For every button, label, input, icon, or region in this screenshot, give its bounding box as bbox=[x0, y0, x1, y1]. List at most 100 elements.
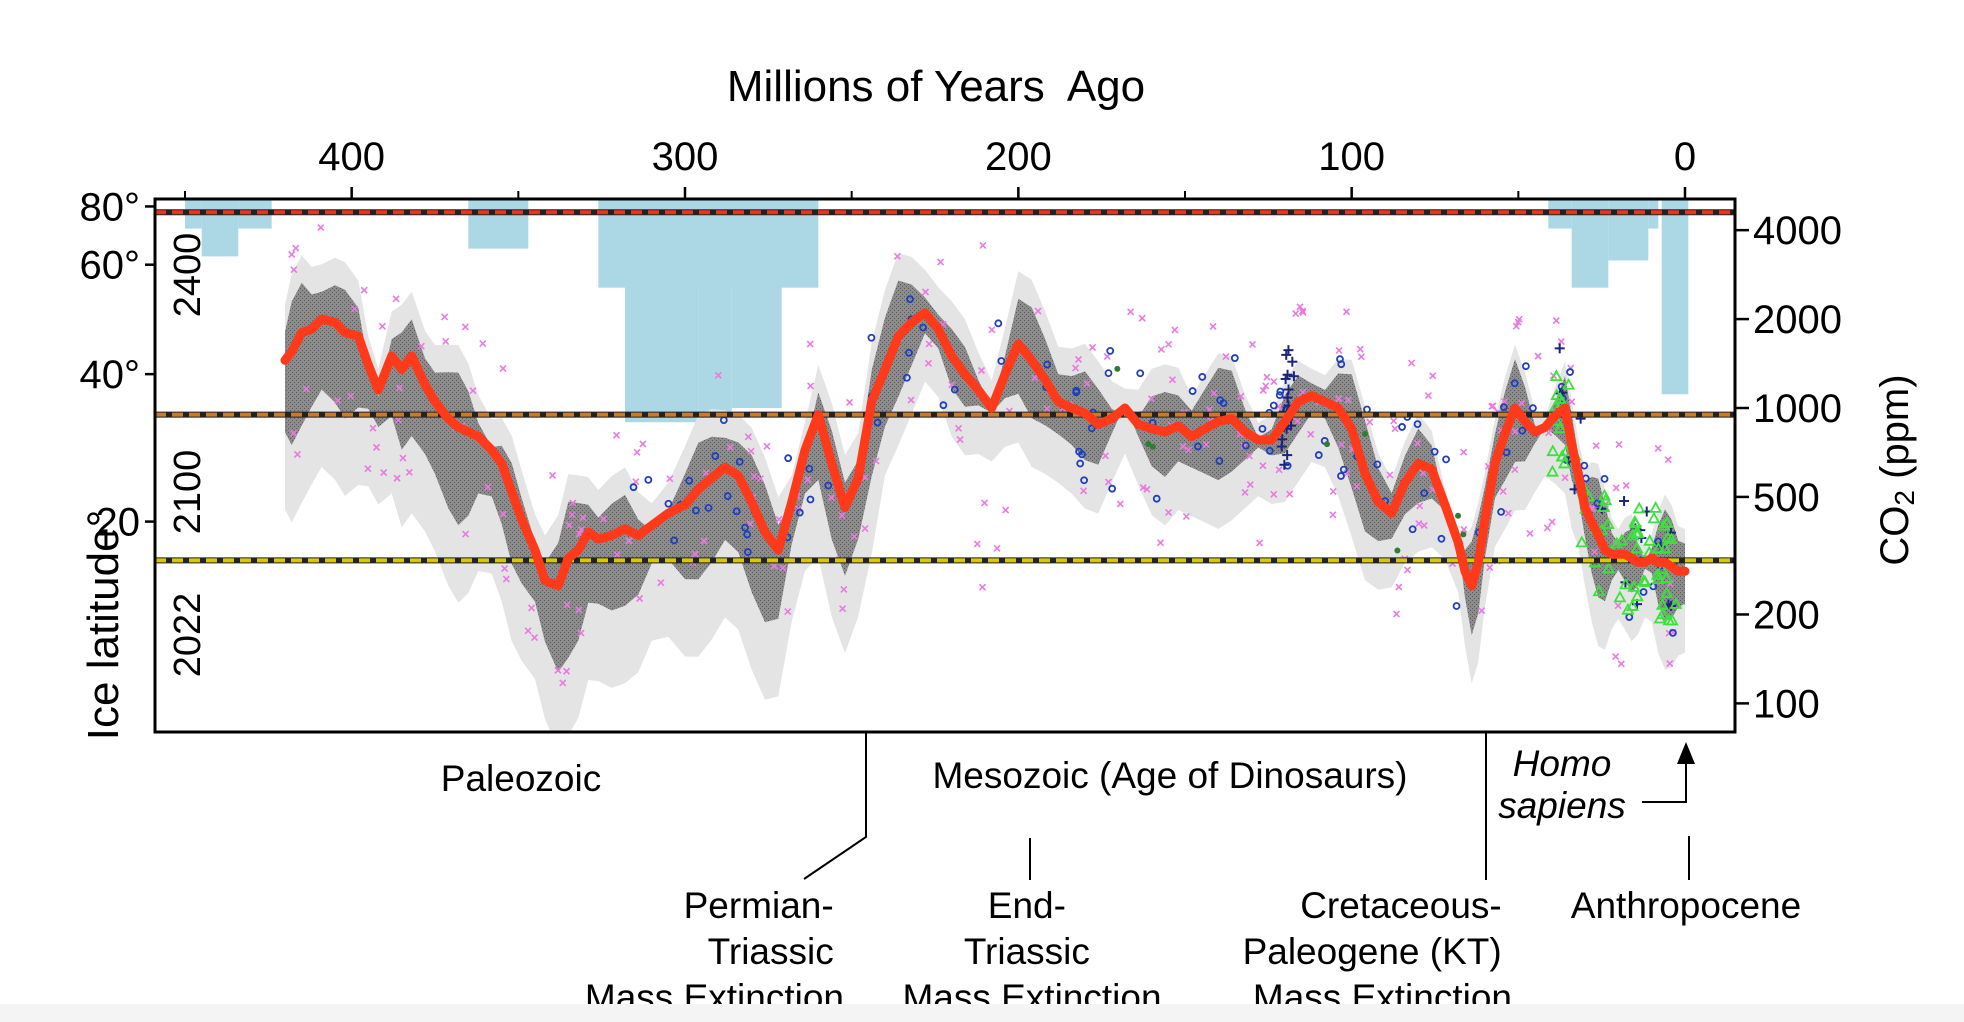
proxy-cross-marker bbox=[1338, 440, 1346, 449]
proxy-cross-marker bbox=[1552, 317, 1560, 325]
proxy-circle-marker bbox=[1373, 460, 1382, 469]
era-label-paleozoic: Paleozoic bbox=[441, 758, 601, 799]
proxy-cross-marker bbox=[1147, 395, 1155, 403]
proxy-cross-marker bbox=[289, 429, 298, 437]
cretaceous-paleogene-label: Cretaceous- Paleogene (KT) Mass Extincti… bbox=[1243, 885, 1512, 1004]
proxy-cross-marker bbox=[1179, 442, 1187, 450]
proxy-dot-marker bbox=[1362, 430, 1369, 437]
proxy-circle-marker bbox=[1269, 401, 1278, 410]
right-axis-label: CO2 (ppm) bbox=[1873, 374, 1920, 565]
proxy-cross-marker bbox=[441, 313, 449, 321]
proxy-cross-marker bbox=[1392, 610, 1401, 618]
era-label-mesozoic: Mesozoic (Age of Dinosaurs) bbox=[932, 755, 1407, 796]
proxy-triangle-marker bbox=[1669, 597, 1683, 609]
proxy-cross-marker bbox=[1259, 462, 1267, 470]
x-axis-tick-label: 0 bbox=[1674, 135, 1696, 179]
proxy-cross-marker bbox=[657, 579, 665, 587]
right-axis-label-tail: (ppm) bbox=[1873, 374, 1917, 490]
proxy-triangle-marker bbox=[1627, 580, 1641, 592]
proxy-cross-marker bbox=[779, 564, 787, 572]
proxy-circle-marker bbox=[1336, 355, 1344, 364]
proxy-triangle-marker bbox=[1555, 449, 1569, 462]
proxy-cross-marker bbox=[921, 288, 930, 296]
proxy-cross-marker bbox=[726, 443, 734, 451]
proxy-circle-marker bbox=[1188, 387, 1197, 395]
proxy-cross-marker bbox=[763, 442, 771, 450]
proxy-triangle-marker bbox=[1546, 444, 1560, 457]
proxy-circle-marker bbox=[806, 495, 815, 504]
proxy-cross-marker bbox=[804, 476, 812, 484]
proxy-cross-marker bbox=[1499, 487, 1507, 495]
proxy-cross-marker bbox=[1486, 563, 1494, 572]
proxy-circle-marker bbox=[1215, 457, 1224, 465]
proxy-triangle-marker bbox=[1557, 456, 1571, 469]
proxy-circle-marker bbox=[629, 483, 638, 492]
proxy-cross-marker bbox=[850, 532, 858, 541]
proxy-cross-marker bbox=[1395, 583, 1403, 591]
right-axis-ticks: 4000 2000 1000 500 200 100 bbox=[1735, 209, 1842, 726]
proxy-circle-marker bbox=[1216, 396, 1225, 405]
proxy-cross-marker bbox=[956, 436, 964, 444]
proxy-cross-marker bbox=[924, 359, 933, 367]
proxy-cross-marker bbox=[1386, 471, 1394, 479]
proxy-circle-marker bbox=[1442, 455, 1450, 464]
end-triassic-label: End- Triassic Mass Extinction bbox=[902, 885, 1161, 1004]
proxy-cross-marker bbox=[1080, 487, 1088, 495]
x-axis-tick-label: 300 bbox=[652, 135, 719, 179]
proxy-cross-marker bbox=[1156, 539, 1165, 547]
proxy-cross-marker bbox=[292, 244, 300, 252]
proxy-cross-marker bbox=[1403, 566, 1412, 574]
x-axis-tick-label: 400 bbox=[318, 135, 385, 179]
proxy-dot-marker bbox=[1460, 531, 1467, 538]
proxy-dot-marker bbox=[1455, 512, 1462, 519]
proxy-triangle-marker bbox=[1630, 589, 1644, 602]
proxy-circle-marker bbox=[1510, 379, 1519, 388]
proxy-cross-marker bbox=[955, 424, 963, 432]
proxy-cross-marker bbox=[1356, 345, 1364, 353]
proxy-circle-marker bbox=[1314, 451, 1323, 459]
proxy-circle-marker bbox=[1430, 447, 1439, 456]
proxy-cross-marker bbox=[499, 365, 507, 373]
proxy-cross-marker bbox=[462, 530, 470, 538]
proxy-circle-marker bbox=[711, 452, 720, 460]
proxy-cross-marker bbox=[372, 443, 381, 451]
proxy-cross-marker bbox=[1568, 398, 1576, 406]
proxy-circle-marker bbox=[735, 457, 744, 466]
proxy-circle-marker bbox=[867, 333, 876, 342]
proxy-triangle-marker bbox=[1630, 541, 1644, 554]
proxy-triangle-marker bbox=[1553, 392, 1567, 404]
ice-block bbox=[731, 199, 782, 409]
proxy-triangle-marker bbox=[1638, 575, 1652, 587]
proxy-triangle-marker bbox=[1656, 607, 1670, 620]
proxy-cross-marker bbox=[502, 575, 510, 583]
proxy-circle-marker bbox=[1106, 346, 1115, 355]
proxy-cross-marker bbox=[845, 398, 854, 406]
proxy-cross-marker bbox=[1511, 465, 1519, 474]
proxy-cross-marker bbox=[380, 468, 388, 477]
proxy-cross-marker bbox=[1408, 359, 1416, 367]
proxy-cross-marker bbox=[1515, 315, 1523, 323]
proxy-triangle-marker bbox=[1601, 517, 1615, 529]
proxy-cross-marker bbox=[1344, 396, 1352, 404]
proxy-cross-marker bbox=[1612, 653, 1620, 661]
proxy-circle-marker bbox=[784, 454, 793, 463]
scenario-year-labels: 2400 2100 2022 bbox=[167, 233, 209, 678]
proxy-triangle-marker bbox=[1615, 533, 1629, 546]
proxy-plus-marker bbox=[1282, 450, 1293, 461]
proxy-circle-marker bbox=[1265, 446, 1274, 455]
proxy-cross-marker bbox=[531, 634, 539, 642]
proxy-cross-marker bbox=[1262, 382, 1270, 390]
proxy-triangle-marker bbox=[1619, 577, 1633, 590]
proxy-circle-marker bbox=[664, 499, 673, 508]
proxy-triangle-marker bbox=[1650, 568, 1664, 580]
proxy-triangle-marker bbox=[1664, 532, 1678, 545]
proxy-cross-marker bbox=[1415, 520, 1423, 528]
right-axis-tick-label: 2000 bbox=[1753, 298, 1842, 342]
co2-curve bbox=[280, 308, 1690, 591]
proxy-cross-marker bbox=[1615, 440, 1623, 449]
proxy-dot-marker bbox=[1114, 365, 1121, 372]
scenario-year-label: 2022 bbox=[167, 593, 209, 678]
ice-block bbox=[1608, 199, 1649, 261]
proxy-triangle-marker bbox=[1657, 518, 1671, 531]
proxy-cross-marker bbox=[1526, 529, 1534, 538]
